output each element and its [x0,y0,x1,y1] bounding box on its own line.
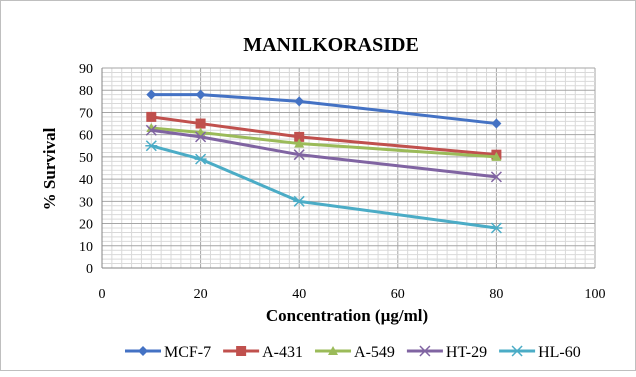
x-tick-label: 100 [585,287,606,302]
series-line-hl-60 [150,144,497,230]
x-tick-label: 80 [489,287,503,302]
legend-label-mcf-7: MCF-7 [164,344,211,361]
data-point-a-549 [294,138,305,148]
legend-label-hl-60: HL-60 [538,344,581,361]
x-tick-label: 60 [391,287,405,302]
y-tick-label: 0 [86,262,93,277]
marker-stroke [419,345,431,357]
y-tick-label: 40 [79,173,93,188]
data-point-a-431 [146,111,157,122]
data-point-ht-29 [195,131,207,143]
series-hl-60 [145,140,503,234]
legend-label-ht-29: HT-29 [446,344,487,361]
data-point-a-431 [195,118,206,129]
legend: MCF-7 A-431 A-549 HT-29 HL-60 [125,344,581,361]
series-layer [145,89,503,234]
data-point-mcf-7 [294,96,305,107]
marker-stroke [145,124,157,136]
y-tick-label: 90 [79,62,93,77]
data-point-a-431 [294,131,305,142]
data-point-mcf-7 [195,89,206,100]
series-mcf-7 [146,89,502,129]
data-point-mcf-7 [146,89,157,100]
data-point-hl-60 [293,195,306,207]
y-tick-label: 10 [79,240,93,255]
legend-item-a-549: A-549 [315,344,395,361]
legend-item-mcf-7: MCF-7 [125,344,211,361]
y-tick-label: 50 [79,151,93,166]
axes: 0 10 20 30 40 50 60 70 80 90 0 20 40 60 80 100 [79,62,606,302]
data-point-ht-29 [490,171,502,183]
series-line-ht-29 [151,128,497,179]
y-tick-label: 60 [79,129,93,144]
series-line-a-549 [151,126,497,159]
x-tick-label: 40 [292,287,306,302]
y-tick-label: 30 [79,195,93,210]
y-tick-label: 20 [79,218,93,233]
legend-label-a-431: A-431 [262,344,303,361]
y-tick-label: 80 [79,84,93,99]
data-point-hl-60 [194,153,207,165]
y-axis-title: % Survival [40,127,59,210]
chart-title: MANILKORASIDE [243,34,419,56]
legend-label-a-549: A-549 [354,344,395,361]
legend-marker-a-549 [328,346,339,355]
data-point-mcf-7 [491,118,502,129]
y-tick-label: 70 [79,106,93,121]
legend-item-ht-29: HT-29 [406,344,487,361]
x-axis-title: Concentration (µg/ml) [266,306,428,325]
legend-marker-ht-29 [419,345,431,357]
data-point-hl-60 [145,140,158,152]
legend-marker-a-431 [236,346,247,356]
x-tick-label: 0 [99,287,106,302]
marker-stroke [490,171,502,183]
marker-stroke [195,131,207,143]
series-line-mcf-7 [151,93,497,126]
data-point-ht-29 [145,124,157,136]
grid [101,67,596,269]
legend-item-hl-60: HL-60 [499,344,581,361]
series-line-a-431 [151,115,497,157]
series-a-549 [146,123,502,161]
data-point-hl-60 [490,222,503,234]
x-tick-label: 20 [194,287,208,302]
data-point-ht-29 [293,149,305,161]
series-ht-29 [145,124,502,183]
marker-stroke [293,149,305,161]
legend-marker-mcf-7 [138,346,148,356]
legend-marker-hl-60 [511,345,524,357]
data-point-a-549 [491,151,502,161]
legend-item-a-431: A-431 [223,344,303,361]
